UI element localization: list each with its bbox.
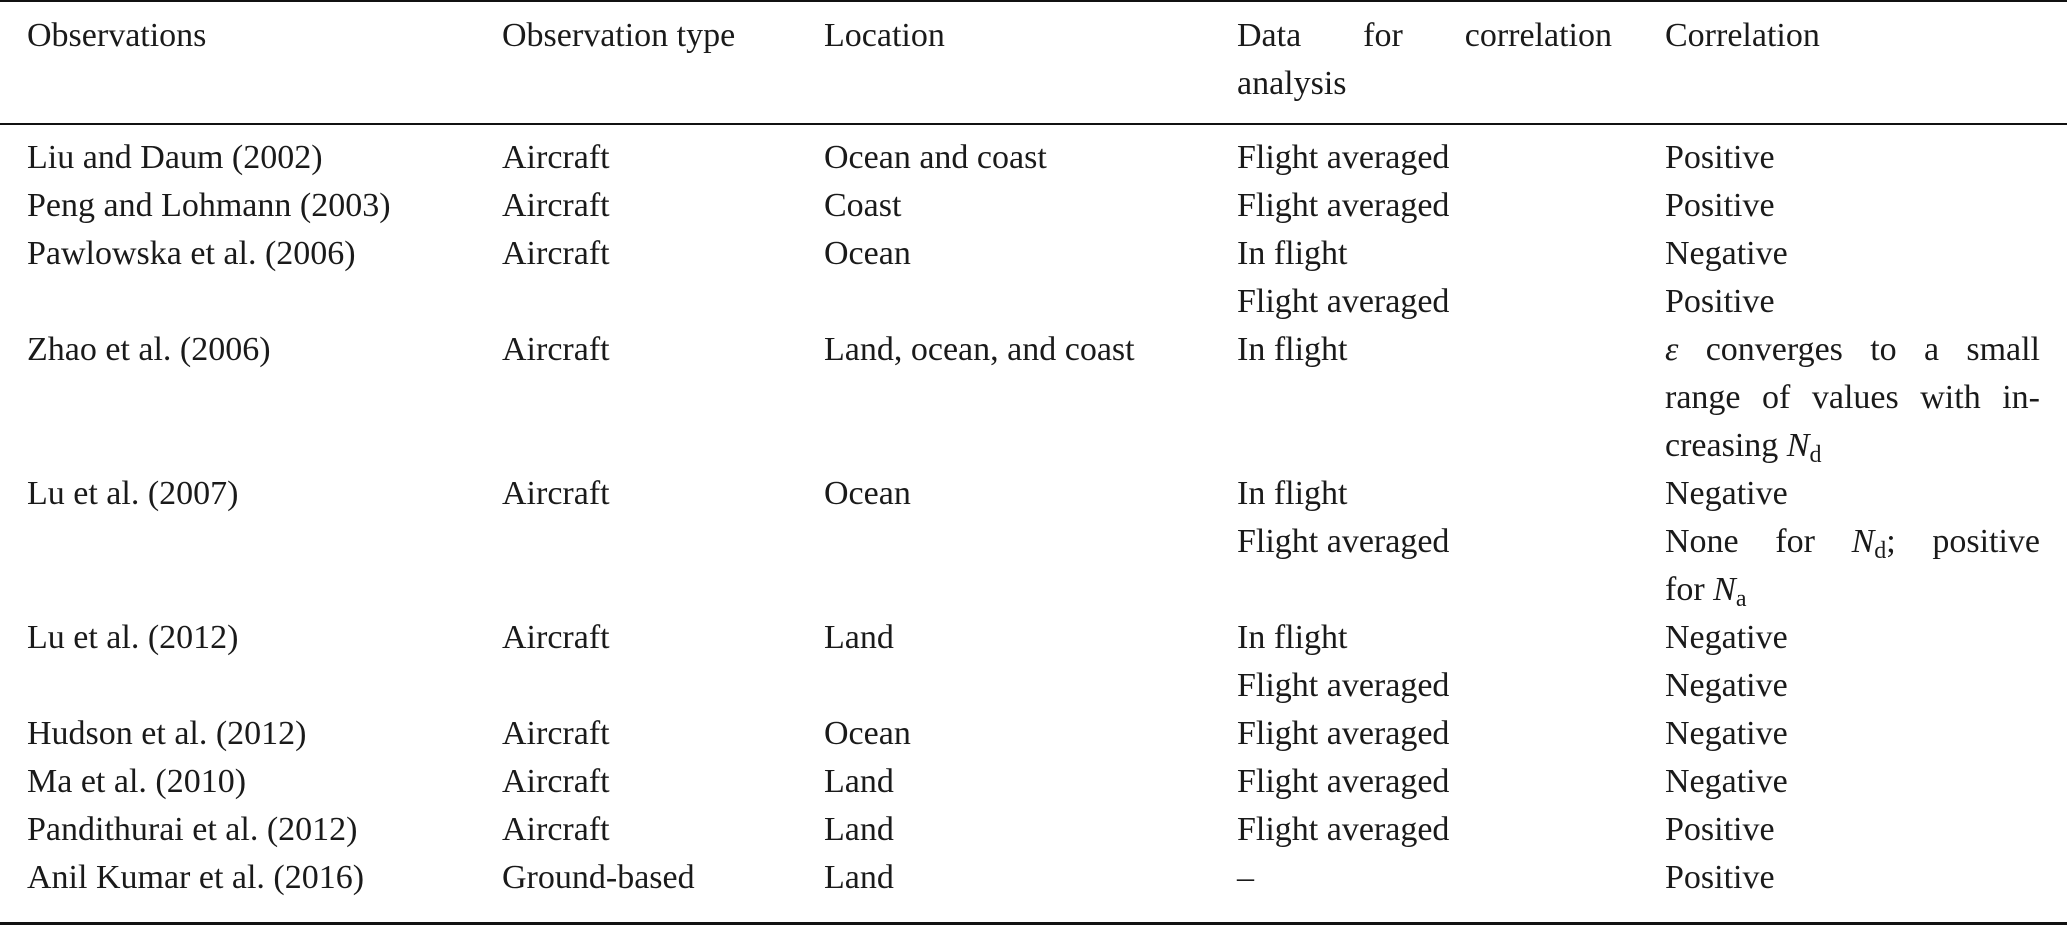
cell-data: Flight averaged (1237, 523, 1450, 560)
cell-observation-type: Aircraft (502, 139, 610, 176)
cell-observation-type: Ground-based (502, 859, 695, 896)
correlation-line: ε converges to a small (1665, 331, 2040, 368)
header-observations: Observations (27, 17, 207, 54)
header-data-line1: Data for correlation (1237, 17, 1612, 54)
cell-observation-type: Aircraft (502, 715, 610, 752)
cell-observation: Pandithurai et al. (2012) (27, 811, 358, 848)
cell-location: Ocean (824, 715, 911, 752)
table-top-rule (0, 0, 2067, 2)
cell-correlation: None for Nd; positive for Na (1665, 518, 2040, 614)
cell-location: Land (824, 859, 894, 896)
cell-data: In flight (1237, 331, 1348, 368)
cell-correlation: Negative (1665, 667, 1788, 704)
cell-correlation: Positive (1665, 811, 1775, 848)
cell-correlation: Positive (1665, 859, 1775, 896)
cell-data: Flight averaged (1237, 811, 1450, 848)
cell-correlation: Positive (1665, 283, 1775, 320)
cell-data: – (1237, 859, 1254, 896)
correlation-line: range of values with in- (1665, 379, 2040, 416)
header-correlation: Correlation (1665, 17, 1820, 54)
cell-location: Land (824, 763, 894, 800)
cell-correlation: Negative (1665, 619, 1788, 656)
cell-data: Flight averaged (1237, 715, 1450, 752)
cell-data: Flight averaged (1237, 763, 1450, 800)
cell-observation: Peng and Lohmann (2003) (27, 187, 391, 224)
header-data-line2: analysis (1237, 65, 1347, 102)
cell-data: Flight averaged (1237, 139, 1450, 176)
cell-location: Land (824, 619, 894, 656)
cell-correlation: Positive (1665, 139, 1775, 176)
correlation-line: for Na (1665, 571, 1747, 612)
header-rule (0, 123, 2067, 125)
header-observation-type: Observation type (502, 17, 736, 54)
cell-location: Land (824, 811, 894, 848)
epsilon-symbol: ε (1665, 331, 1679, 368)
cell-data: In flight (1237, 619, 1348, 656)
correlation-line: creasing Nd (1665, 427, 1822, 468)
cell-observation: Anil Kumar et al. (2016) (27, 859, 365, 896)
cell-observation-type: Aircraft (502, 763, 610, 800)
header-data-for-correlation: Data for correlation analysis (1237, 12, 1612, 108)
cell-observation-type: Aircraft (502, 619, 610, 656)
cell-observation: Lu et al. (2007) (27, 475, 239, 512)
cell-data: Flight averaged (1237, 283, 1450, 320)
cell-data: In flight (1237, 475, 1348, 512)
cell-observation-type: Aircraft (502, 187, 610, 224)
cell-observation: Ma et al. (2010) (27, 763, 247, 800)
cell-observation-type: Aircraft (502, 235, 610, 272)
cell-correlation: Negative (1665, 475, 1788, 512)
cell-observation: Lu et al. (2012) (27, 619, 239, 656)
cell-correlation: Negative (1665, 235, 1788, 272)
header-location: Location (824, 17, 945, 54)
cell-location: Ocean (824, 475, 911, 512)
cell-correlation: Negative (1665, 763, 1788, 800)
cell-location: Ocean and coast (824, 139, 1047, 176)
cell-observation: Liu and Daum (2002) (27, 139, 323, 176)
cell-observation-type: Aircraft (502, 331, 610, 368)
cell-observation: Pawlowska et al. (2006) (27, 235, 356, 272)
cell-location: Land, ocean, and coast (824, 331, 1135, 368)
cell-observation: Zhao et al. (2006) (27, 331, 271, 368)
table-bottom-rule (0, 922, 2067, 925)
correlation-line: None for Nd; positive (1665, 523, 2041, 564)
cell-data: Flight averaged (1237, 187, 1450, 224)
cell-location: Coast (824, 187, 902, 224)
cell-data: In flight (1237, 235, 1348, 272)
cell-location: Ocean (824, 235, 911, 272)
cell-observation: Hudson et al. (2012) (27, 715, 307, 752)
cell-observation-type: Aircraft (502, 475, 610, 512)
cell-correlation: ε converges to a small range of values w… (1665, 326, 2040, 470)
cell-correlation: Positive (1665, 187, 1775, 224)
cell-observation-type: Aircraft (502, 811, 610, 848)
cell-data: Flight averaged (1237, 667, 1450, 704)
cell-correlation: Negative (1665, 715, 1788, 752)
